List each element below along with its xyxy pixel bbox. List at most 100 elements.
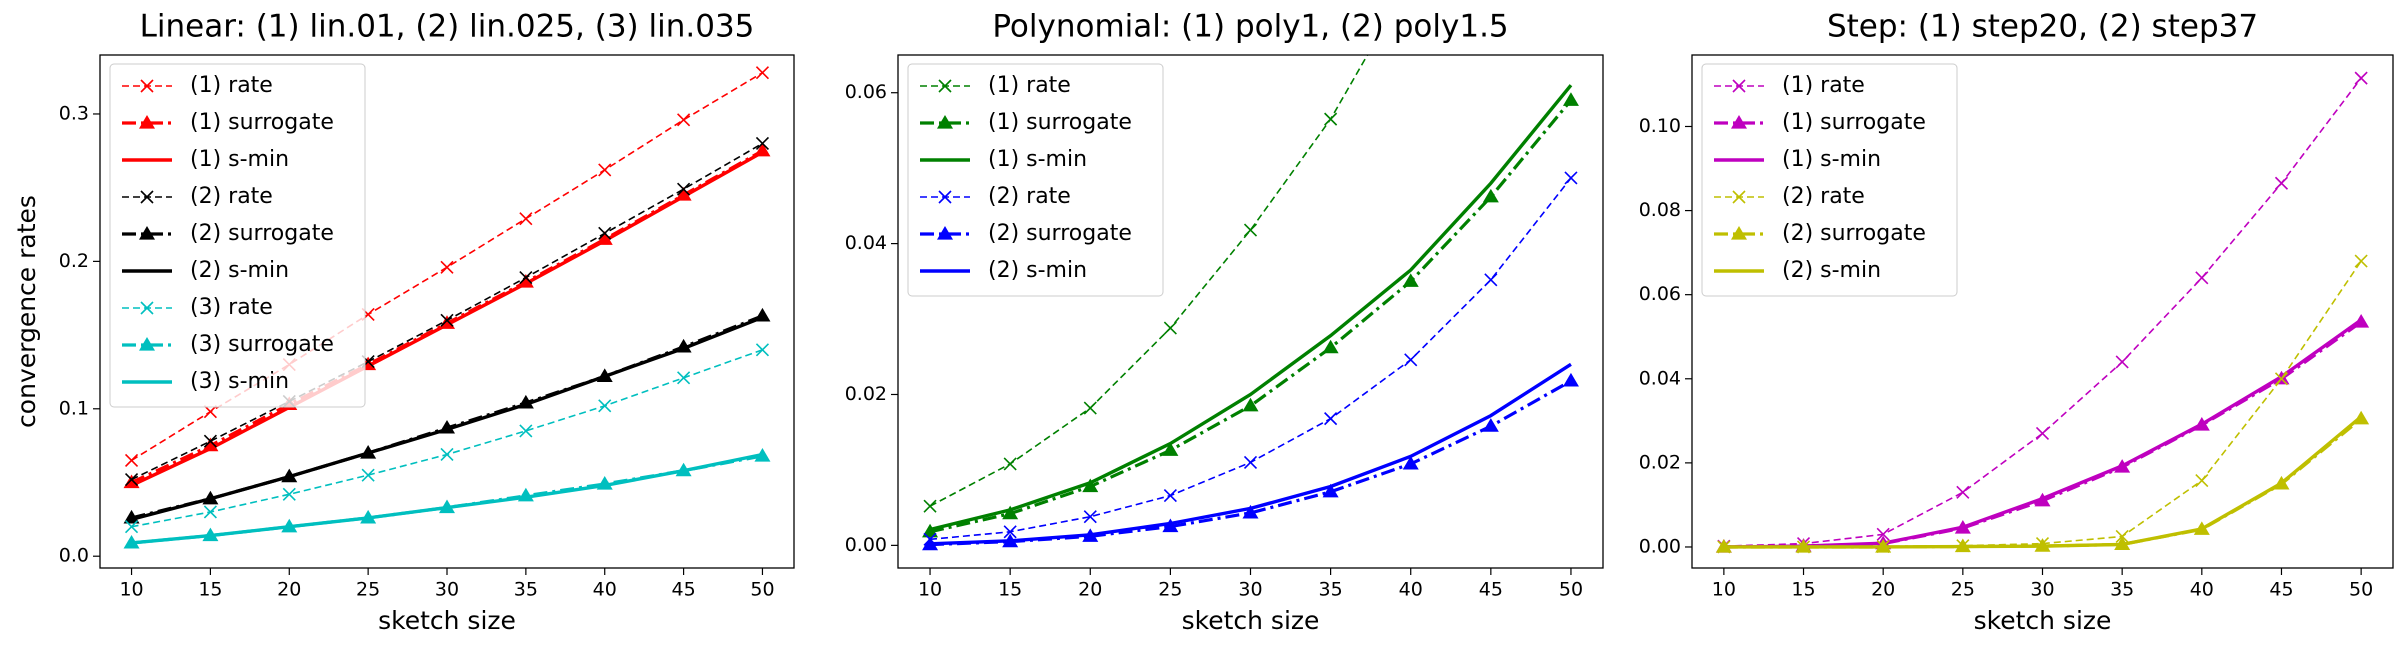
marker-triangle [1162,442,1179,456]
marker-x [2195,473,2209,488]
marker-x [2354,71,2368,85]
marker-x [1732,190,1746,204]
marker-triangle [1731,115,1747,129]
x-tick-label: 50 [2349,579,2373,601]
series-line [1723,77,2362,547]
marker-x [440,313,454,327]
marker-x [2274,372,2289,386]
x-tick-label: 40 [1399,579,1423,601]
legend-label: (2) rate [1782,184,1865,209]
y-tick-label: 0.10 [1639,115,1681,137]
x-tick-label: 15 [1791,579,1815,601]
marker-triangle [1322,483,1339,498]
legend: (1) rate (1) surrogate (1) s-min (2) rate (2… [109,63,366,408]
series-line [1723,318,2363,549]
marker-triangle [1242,504,1259,519]
y-tick-label: 0.06 [845,81,887,103]
axes-frame [897,54,1604,569]
marker-x [938,190,952,204]
legend-label: (1) s-min [1782,147,1881,172]
x-tick-label: 45 [2269,579,2293,601]
x-tick-label: 35 [1319,579,1343,601]
subplot: Polynomial: (1) poly1, (2) poly1.5 sketch… [845,9,1604,635]
marker-x [677,371,691,385]
marker-x [2195,271,2209,285]
marker-triangle [1402,273,1419,287]
series-line [130,150,764,487]
marker-x [1243,455,1258,469]
x-tick-label: 40 [2190,579,2214,601]
marker-x [2035,426,2050,441]
x-tick-label: 40 [593,579,617,601]
legend-label: (2) s-min [190,258,289,283]
chart-title: Linear: (1) lin.01, (2) lin.025, (3) lin… [140,9,755,45]
y-tick-label: 0.00 [1639,535,1681,557]
marker-x [2274,176,2289,190]
legend-label: (2) s-min [988,258,1087,283]
x-axis-label: sketch size [1182,606,1320,635]
chart-title: Polynomial: (1) poly1, (2) poly1.5 [992,9,1508,45]
x-tick-label: 35 [2110,579,2134,601]
marker-triangle [1082,478,1099,493]
marker-x [1163,321,1177,335]
x-tick-label: 25 [1158,579,1182,601]
marker-triangle [139,115,155,129]
marker-x [677,113,691,127]
legend-label: (1) s-min [190,147,289,172]
x-tick-label: 20 [1078,579,1102,601]
marker-x [282,487,296,501]
marker-x [140,301,154,315]
marker-x [203,434,217,448]
y-axis-label: convergence rates [12,195,41,428]
x-tick-label: 30 [1238,579,1262,601]
x-tick-label: 50 [750,579,774,601]
marker-x [1956,485,1970,499]
legend-box [1701,63,1958,297]
y-tick-label: 0.2 [59,250,89,272]
y-tick-label: 0.08 [1639,199,1681,221]
series-line [929,99,1573,534]
x-tick-label: 25 [1951,579,1975,601]
marker-triangle [1162,518,1179,533]
series-line [1723,417,2363,549]
marker-triangle [1482,418,1499,432]
marker-x [755,66,770,80]
subplot: Step: (1) step20, (2) step37 sketch size 1… [1639,9,2394,635]
marker-triangle [1731,226,1747,240]
marker-x [923,499,937,513]
y-tick-label: 0.1 [59,397,89,419]
marker-triangle [123,509,140,524]
marker-x [1003,525,1017,539]
series-line [1723,415,2363,549]
y-tick-label: 0.02 [845,383,887,405]
series-line [131,315,764,521]
x-tick-label: 15 [998,579,1022,601]
marker-x [440,260,454,274]
marker-x [361,468,375,482]
series-line [929,84,1573,532]
marker-triangle [1562,372,1579,387]
y-tick-label: 0.3 [59,102,89,124]
legend-label: (1) surrogate [1782,110,1926,135]
series-line [929,379,1572,547]
marker-triangle [1002,505,1019,520]
y-tick-label: 0.02 [1639,451,1681,473]
marker-triangle [1322,339,1339,354]
marker-x [1243,223,1258,237]
marker-x [1083,401,1097,415]
marker-x [755,343,770,357]
marker-triangle [1482,188,1499,203]
marker-x [1324,112,1338,126]
legend: (1) rate (1) surrogate (1) s-min (2) rate (2… [907,63,1164,297]
marker-x [598,226,612,240]
legend: (1) rate (1) surrogate (1) s-min (2) rate (2… [1701,63,1958,297]
marker-x [1404,353,1418,367]
x-axis-label: sketch size [378,606,516,635]
x-tick-label: 20 [277,579,301,601]
marker-x [677,182,691,196]
plot-area [123,66,771,549]
marker-triangle [937,226,953,240]
marker-x [755,136,770,151]
marker-x [1564,171,1578,185]
